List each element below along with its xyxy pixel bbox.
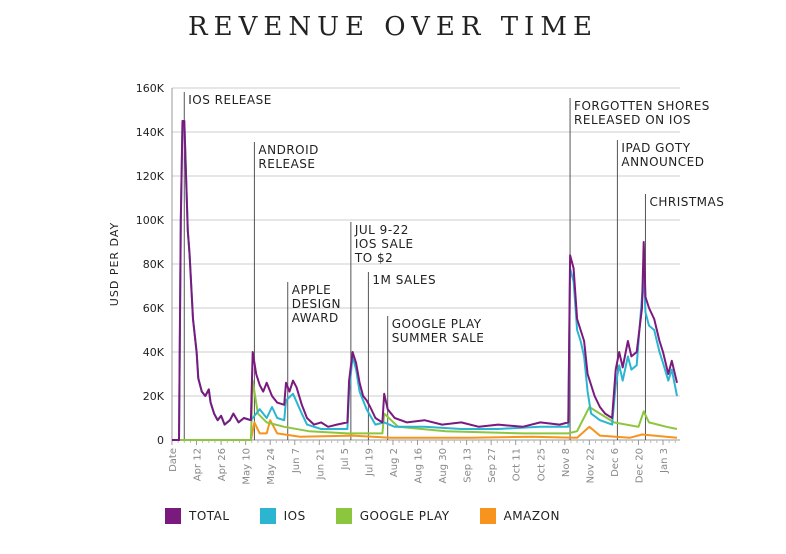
x-tick-label: Jul 19 — [364, 448, 375, 477]
x-tick-label: Sep 13 — [463, 448, 474, 483]
x-tick-label: Jan 3 — [659, 448, 670, 474]
x-tick-label: Aug 2 — [389, 448, 400, 477]
legend-item: AMAZON — [479, 508, 560, 524]
y-tick-label: 140K — [136, 126, 165, 139]
annotation-label: RELEASE — [258, 157, 315, 171]
x-tick-label: Nov 22 — [585, 448, 596, 483]
legend-swatch — [335, 508, 352, 524]
y-tick-label: 40K — [143, 346, 165, 359]
x-tick-label: Nov 8 — [561, 448, 572, 477]
annotation-label: IOS SALE — [355, 237, 414, 251]
x-tick-label: Dec 6 — [610, 448, 621, 477]
annotation-label: ANDROID — [258, 143, 319, 157]
x-tick-label: Sep 27 — [487, 448, 498, 483]
annotation-label: TO $2 — [354, 251, 393, 265]
x-tick-label: Jul 5 — [340, 448, 351, 471]
annotation-label: RELEASED ON IOS — [574, 113, 691, 127]
x-tick-label: Dec 20 — [634, 448, 645, 483]
legend-label: IOS — [283, 509, 306, 523]
legend-item: IOS — [259, 508, 306, 524]
annotation-label: JUL 9-22 — [354, 223, 409, 237]
y-tick-label: 80K — [143, 258, 165, 271]
annotation-label: 1M SALES — [372, 273, 436, 287]
legend: TOTAL IOS GOOGLE PLAY AMAZON — [165, 508, 560, 524]
x-tick-label: May 10 — [242, 448, 253, 485]
legend-swatch — [479, 508, 496, 524]
annotation-label: FORGOTTEN SHORES — [574, 99, 710, 113]
x-tick-label: Aug 16 — [414, 448, 425, 483]
y-tick-label: 100K — [136, 214, 165, 227]
chart-title: REVENUE OVER TIME — [188, 12, 598, 42]
y-axis-label: USD PER DAY — [108, 222, 121, 306]
annotation-label: IOS RELEASE — [188, 93, 272, 107]
legend-swatch — [165, 508, 181, 524]
annotation-label: DESIGN — [292, 297, 341, 311]
x-tick-label: Aug 30 — [438, 448, 449, 483]
annotation-label: AWARD — [292, 311, 339, 325]
legend-label: AMAZON — [503, 509, 560, 523]
legend-item: TOTAL — [165, 508, 230, 524]
annotation-label: GOOGLE PLAY — [392, 317, 482, 331]
legend-label: GOOGLE PLAY — [359, 509, 450, 523]
annotation-label: APPLE — [292, 283, 331, 297]
annotation-label: ANNOUNCED — [621, 155, 704, 169]
x-tick-label: Jun 21 — [315, 448, 326, 481]
x-tick-label: Apr 12 — [193, 448, 204, 481]
x-tick-label: Jun 7 — [291, 448, 302, 474]
x-tick-label: May 24 — [266, 448, 277, 485]
annotation-label: CHRISTMAS — [649, 195, 724, 209]
y-tick-label: 120K — [136, 170, 165, 183]
y-tick-label: 20K — [143, 390, 165, 403]
series-line-amazon — [172, 419, 678, 441]
annotation-label: IPAD GOTY — [621, 141, 690, 155]
annotation-label: SUMMER SALE — [392, 331, 485, 345]
x-tick-label: Apr 26 — [217, 448, 228, 481]
x-tick-label: Date — [168, 448, 179, 472]
y-tick-label: 160K — [136, 82, 165, 95]
x-tick-label: Oct 25 — [536, 448, 547, 481]
legend-swatch — [259, 508, 276, 524]
y-tick-label: 60K — [143, 302, 165, 315]
series-line-total — [172, 120, 678, 441]
legend-item: GOOGLE PLAY — [335, 508, 450, 524]
series-line-google-play — [172, 379, 678, 441]
y-tick-label: 0 — [157, 434, 164, 447]
x-tick-label: Oct 11 — [512, 448, 523, 481]
legend-label: TOTAL — [189, 509, 230, 523]
